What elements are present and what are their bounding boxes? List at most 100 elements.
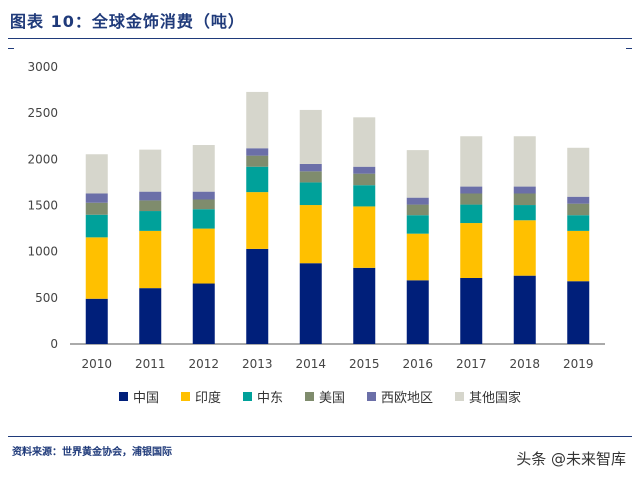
legend-swatch (242, 392, 252, 401)
stacked-bar-chart: 0 500 1000 1500 2000 2500 3000 2010 2011 2012 2013… (27, 60, 605, 371)
x-tick-label: 2015 (349, 357, 380, 371)
legend-swatch (367, 392, 377, 401)
bar-segment (406, 204, 429, 216)
bar-segment (567, 196, 590, 204)
bar-segment (246, 192, 269, 249)
bar-segment (353, 267, 376, 344)
bar-segment (85, 237, 108, 299)
bar-segment (299, 205, 322, 264)
left-tick-mark (8, 48, 14, 49)
legend-label: 中国 (132, 391, 159, 406)
y-tick-label: 0 (50, 337, 58, 351)
y-tick-label: 3000 (27, 60, 58, 74)
bar-segment (246, 155, 269, 167)
legend-label: 中东 (256, 391, 283, 406)
legend-item: 中国 (118, 387, 159, 406)
x-tick-label: 2018 (509, 357, 540, 371)
legend-item: 中东 (242, 387, 283, 406)
legend-swatch (118, 392, 128, 401)
bar-segment (299, 182, 322, 206)
bar-segment (246, 166, 269, 193)
bar-segment (460, 136, 483, 187)
legend-swatch (180, 392, 190, 401)
bar-segment (513, 186, 536, 194)
legend-swatch (455, 392, 465, 401)
bar-segment (567, 230, 590, 282)
bar-segment (460, 193, 483, 205)
legend-swatch (305, 392, 314, 401)
bar-segment (406, 150, 429, 198)
bar-segment (460, 204, 483, 224)
bar-segment (460, 223, 483, 278)
bar-segment (513, 220, 536, 276)
bar-segment (353, 206, 376, 268)
bar-segment (406, 280, 429, 344)
bar-segment (139, 211, 162, 231)
legend-item: 美国 (305, 387, 345, 406)
legend-label: 印度 (194, 391, 221, 406)
bar-segment (85, 214, 108, 238)
y-tick-label: 2000 (27, 152, 58, 166)
x-tick-label: 2014 (295, 357, 326, 371)
bar-segment (85, 298, 108, 344)
bar-segment (192, 228, 215, 284)
right-tick-mark (626, 48, 632, 49)
bottom-rule (8, 436, 632, 437)
watermark: 头条 @未来智库 (516, 450, 626, 468)
x-tick-label: 2012 (188, 357, 219, 371)
bar-segment (299, 171, 322, 183)
bar-segment (406, 233, 429, 281)
y-tick-label: 500 (35, 291, 58, 305)
top-rule (8, 38, 632, 39)
bar-segment (192, 191, 215, 200)
y-tick-label: 1500 (27, 199, 58, 213)
bar-segment (353, 185, 376, 207)
bar-segment (460, 277, 483, 344)
legend-item: 印度 (180, 387, 221, 406)
bar-segment (299, 263, 322, 344)
bar-segment (567, 215, 590, 231)
bar-segment (299, 163, 322, 172)
y-tick-label: 2500 (27, 106, 58, 120)
legend-label: 西欧地区 (381, 391, 434, 406)
legend-label: 美国 (319, 391, 346, 406)
bar-segment (85, 193, 108, 203)
bar-segment (192, 199, 215, 210)
bar-segment (353, 117, 376, 167)
bar-segment (85, 154, 108, 194)
bar-segment (513, 275, 536, 344)
x-tick-label: 2017 (456, 357, 487, 371)
bar-segment (567, 147, 590, 197)
bar-segment (246, 148, 269, 156)
legend-label: 其他国家 (469, 391, 522, 406)
chart-legend: 中国 印度 中东 美国 西欧地区 其他国家 (0, 387, 640, 406)
bar-segment (246, 91, 269, 149)
x-tick-label: 2016 (402, 357, 433, 371)
bar-segment (567, 203, 590, 216)
bar-segment (353, 166, 376, 174)
bar-segment (406, 215, 429, 234)
bar-segment (85, 202, 108, 215)
y-tick-label: 1000 (27, 245, 58, 259)
source-note: 资料来源：世界黄金协会，浦银国际 (12, 447, 172, 458)
bar-segment (513, 193, 536, 206)
bar-segment (460, 186, 483, 194)
legend-item: 其他国家 (455, 387, 521, 406)
bar-segment (192, 145, 215, 192)
x-tick-label: 2011 (135, 357, 166, 371)
bar-segment (139, 191, 162, 201)
bar-segment (139, 230, 162, 289)
bar-segment (406, 197, 429, 205)
bar-segment (139, 288, 162, 344)
bar-segment (299, 109, 322, 164)
legend-item: 西欧地区 (367, 387, 433, 406)
x-tick-label: 2010 (81, 357, 112, 371)
bar-segment (353, 173, 376, 186)
bar-segment (139, 149, 162, 192)
bar-segment (246, 248, 269, 344)
bar-segment (567, 281, 590, 344)
bar-segment (513, 205, 536, 221)
x-tick-label: 2019 (563, 357, 594, 371)
bar-segment (192, 283, 215, 344)
bar-segment (513, 136, 536, 187)
